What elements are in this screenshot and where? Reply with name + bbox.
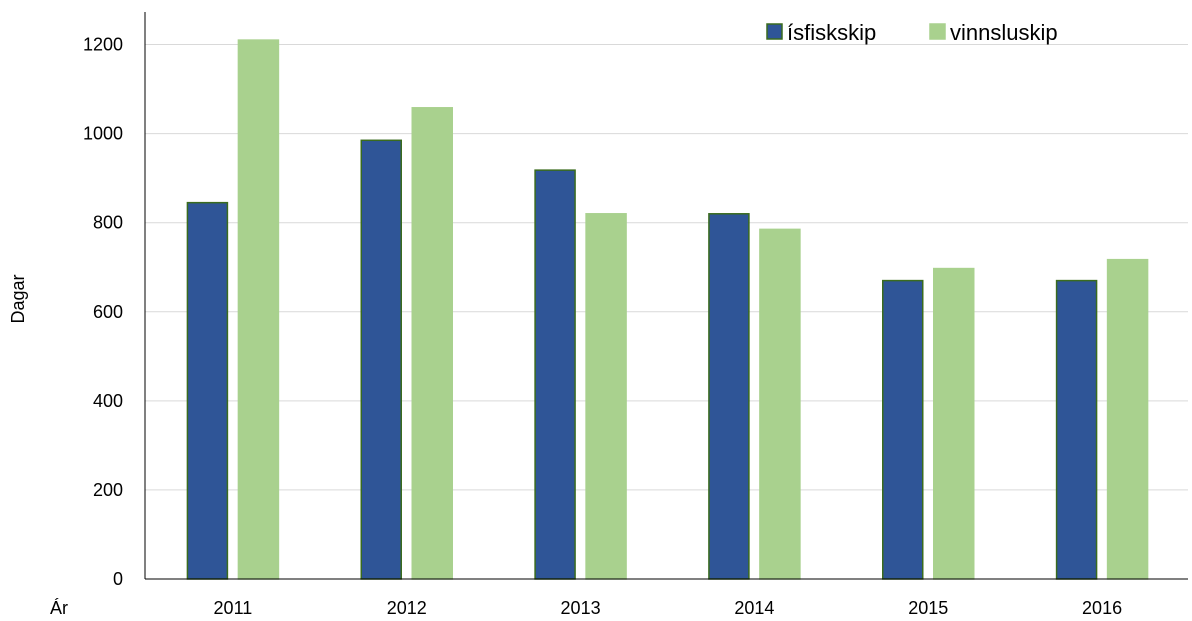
bar-isfiskskip-2011 (186, 201, 229, 580)
bar-isfiskskip-2016 (1055, 279, 1098, 580)
bar-isfiskskip-2015 (882, 279, 924, 580)
bar-vinnsluskip-2012 (411, 107, 453, 580)
legend-label: ísfiskskip (787, 20, 876, 45)
gridlines (145, 44, 1188, 491)
bar-vinnsluskip-2013 (585, 213, 627, 580)
y-tick-label: 1000 (83, 124, 123, 144)
bar-vinnsluskip-2014 (759, 228, 801, 580)
x-tick-label: 2016 (1082, 598, 1122, 618)
y-tick-label: 0 (113, 569, 123, 589)
x-tick-label: 2012 (387, 598, 427, 618)
x-axis-title: Ár (50, 598, 68, 618)
y-tick-label: 400 (93, 391, 123, 411)
y-tick-label: 200 (93, 480, 123, 500)
legend: ísfiskskip vinnsluskip (766, 20, 1058, 45)
x-tick-label: 2013 (561, 598, 601, 618)
bar-isfiskskip-2013 (534, 169, 576, 580)
bar-vinnsluskip-2016 (1106, 258, 1149, 580)
bars (186, 39, 1149, 580)
legend-swatch (929, 23, 946, 40)
bar-isfiskskip-2012 (360, 139, 402, 580)
y-tick-label: 1200 (83, 35, 123, 55)
legend-swatch (766, 23, 783, 40)
x-tick-label: 2014 (734, 598, 774, 618)
x-tick-label: 2015 (908, 598, 948, 618)
y-tick-label: 600 (93, 302, 123, 322)
y-axis-title: Dagar (8, 274, 28, 323)
bar-vinnsluskip-2015 (933, 267, 975, 580)
legend-label: vinnsluskip (950, 20, 1058, 45)
x-tick-labels: 2011 2012 2013 2014 2015 2016 (214, 598, 1123, 618)
bar-isfiskskip-2014 (708, 213, 750, 580)
y-tick-labels: 0 200 400 600 800 1000 1200 (83, 35, 123, 589)
x-tick-label: 2011 (214, 598, 253, 618)
bar-vinnsluskip-2011 (237, 39, 280, 580)
y-tick-label: 800 (93, 213, 123, 233)
